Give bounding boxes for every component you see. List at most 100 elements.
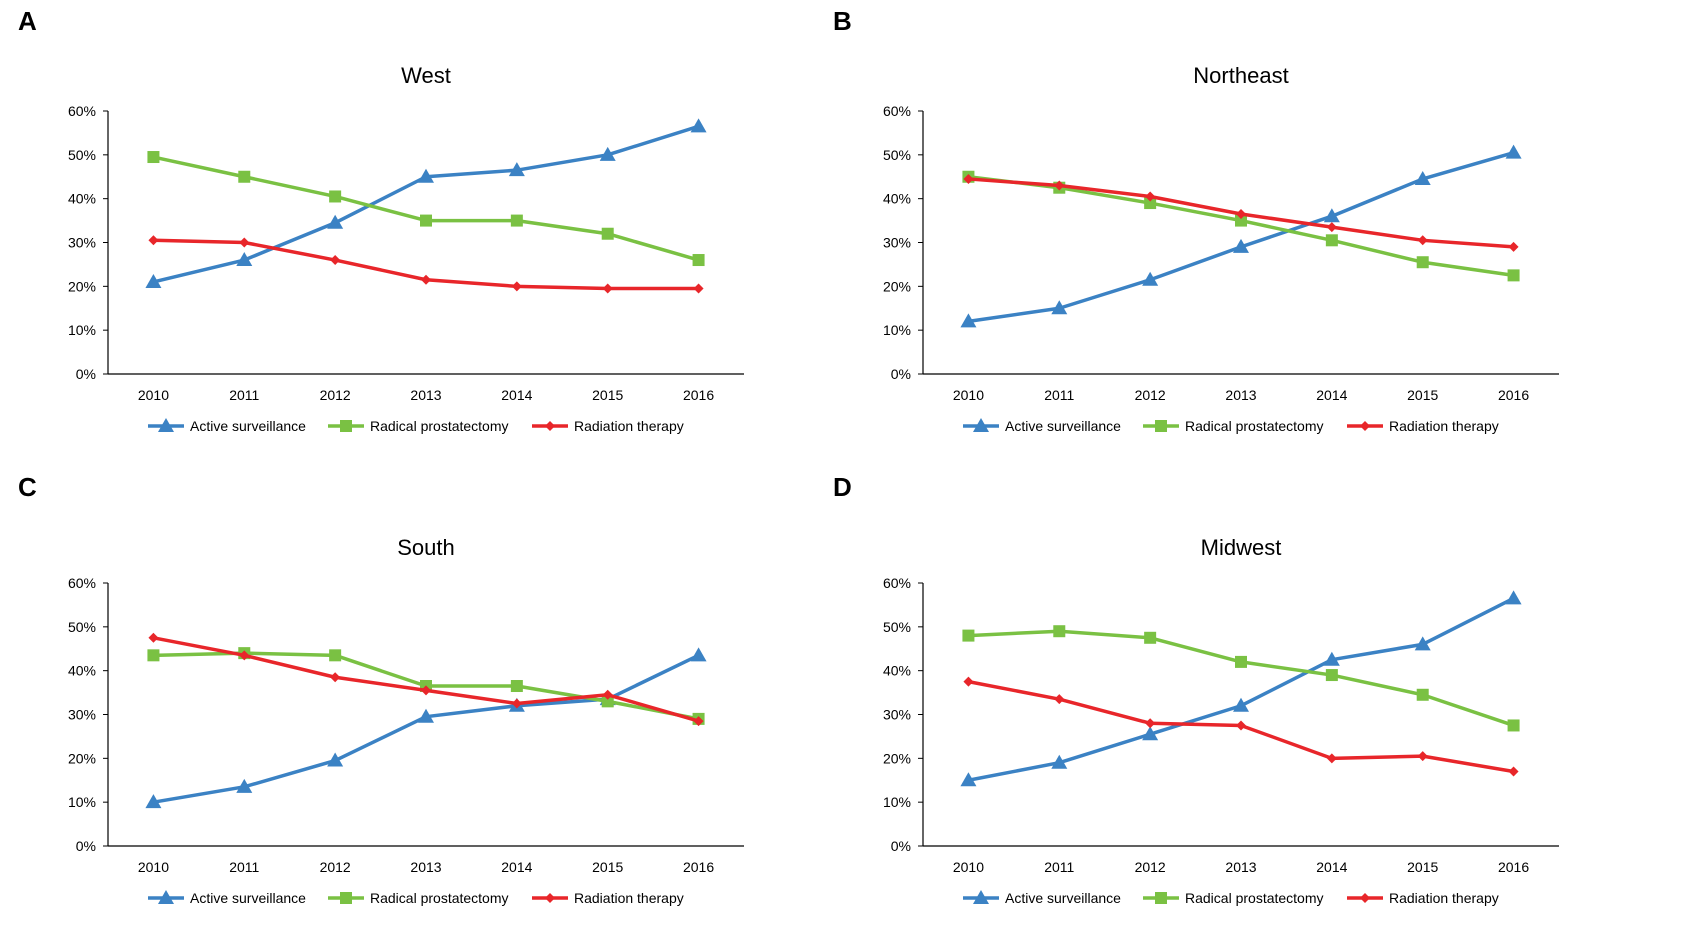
x-tick-label: 2011 — [1044, 387, 1074, 403]
series-line-radiation-therapy — [153, 636, 700, 723]
data-point-active-surveillance — [1233, 238, 1249, 253]
x-tick-label: 2014 — [1316, 387, 1347, 403]
data-point-active-surveillance — [1505, 144, 1522, 159]
data-point-radiation-therapy — [1417, 235, 1428, 246]
panel-label: D — [833, 472, 852, 502]
x-tick-label: 2015 — [1407, 859, 1438, 875]
x-tick-label: 2011 — [229, 387, 259, 403]
series-line-active-surveillance — [153, 124, 700, 284]
chart-south: South 0% 10% 20% 30% 40% 50% 60% 2010 2011 2012 201… — [68, 535, 744, 906]
legend-marker-active-surveillance — [973, 890, 989, 904]
data-point-radical-prostatectomy — [601, 227, 614, 240]
data-point-radiation-therapy — [1054, 694, 1065, 705]
data-point-radical-prostatectomy — [962, 629, 975, 642]
y-tick-label: 20% — [68, 278, 96, 294]
data-point-active-surveillance — [1414, 170, 1431, 185]
y-tick-label: 60% — [883, 103, 911, 119]
data-point-radical-prostatectomy — [1507, 719, 1520, 732]
data-point-radiation-therapy — [1508, 241, 1519, 252]
data-point-active-surveillance — [690, 118, 707, 133]
panel-c: C South 0% 10% 20% 30% 40% 50% 60% 2010 2011 2012 2… — [0, 472, 843, 942]
data-point-radiation-therapy — [1417, 751, 1428, 762]
y-tick-label: 0% — [891, 366, 911, 382]
data-point-radiation-therapy — [963, 676, 974, 687]
data-point-active-surveillance — [960, 313, 977, 328]
chart-west: West 0% 10% 20% 30% 40% 50% 60% 2010 2011 2012 2013… — [68, 63, 744, 434]
legend-marker-radiation-therapy — [1360, 421, 1370, 431]
data-point-radical-prostatectomy — [147, 649, 160, 662]
data-point-radical-prostatectomy — [238, 170, 251, 183]
y-tick-label: 50% — [883, 619, 911, 635]
data-point-radiation-therapy — [1236, 720, 1246, 731]
data-point-radiation-therapy — [511, 698, 522, 709]
y-tick-label: 40% — [883, 191, 911, 207]
data-point-active-surveillance — [960, 772, 977, 787]
legend-label: Radical prostatectomy — [370, 418, 509, 434]
data-point-active-surveillance — [1414, 636, 1431, 651]
y-tick-label: 30% — [68, 235, 96, 251]
data-point-radiation-therapy — [511, 281, 522, 292]
x-tick-label: 2011 — [1044, 859, 1074, 875]
data-point-radiation-therapy — [602, 689, 613, 700]
data-point-active-surveillance — [1505, 590, 1522, 605]
y-tick-label: 40% — [68, 663, 96, 679]
y-tick-label: 60% — [883, 575, 911, 591]
chart-title: South — [397, 535, 455, 560]
y-tick-label: 60% — [68, 575, 96, 591]
data-point-radical-prostatectomy — [420, 214, 432, 227]
data-point-active-surveillance — [690, 647, 707, 662]
legend-marker-radical-prostatectomy — [340, 420, 352, 432]
data-point-radiation-therapy — [1145, 718, 1156, 729]
data-point-radiation-therapy — [148, 235, 159, 246]
data-point-active-surveillance — [145, 794, 162, 809]
data-point-radical-prostatectomy — [1144, 631, 1157, 644]
y-tick-label: 10% — [68, 794, 96, 810]
y-tick-label: 30% — [883, 235, 911, 251]
x-tick-label: 2013 — [410, 859, 441, 875]
y-tick-label: 30% — [68, 707, 96, 723]
data-point-radiation-therapy — [421, 685, 431, 696]
x-tick-label: 2014 — [501, 387, 532, 403]
y-tick-label: 10% — [68, 322, 96, 338]
data-point-radiation-therapy — [693, 716, 704, 727]
y-tick-label: 50% — [68, 619, 96, 635]
legend-marker-radiation-therapy — [545, 421, 555, 431]
data-point-radical-prostatectomy — [1235, 655, 1247, 668]
data-point-radiation-therapy — [421, 274, 431, 285]
data-point-radiation-therapy — [1054, 180, 1065, 191]
data-point-radical-prostatectomy — [510, 214, 523, 227]
chart-northeast: Northeast 0% 10% 20% 30% 40% 50% 60% 2010 2011 201… — [883, 63, 1559, 434]
data-point-radiation-therapy — [1326, 222, 1337, 233]
panel-d: D Midwest 0% 10% 20% 30% 40% 50% 60% 2010 2011 201… — [815, 472, 1658, 942]
x-tick-label: 2012 — [1135, 387, 1166, 403]
data-point-active-surveillance — [236, 252, 253, 267]
legend-marker-active-surveillance — [973, 418, 989, 432]
x-tick-label: 2014 — [501, 859, 532, 875]
legend-marker-radiation-therapy — [1360, 893, 1370, 903]
legend-marker-active-surveillance — [158, 890, 174, 904]
panel-label: C — [18, 472, 37, 502]
x-tick-label: 2013 — [1225, 859, 1256, 875]
data-point-radical-prostatectomy — [1507, 269, 1520, 282]
chart-title: Northeast — [1193, 63, 1288, 88]
data-point-active-surveillance — [327, 752, 344, 767]
x-tick-label: 2014 — [1316, 859, 1347, 875]
x-tick-label: 2015 — [1407, 387, 1438, 403]
data-point-active-surveillance — [236, 778, 253, 793]
y-tick-label: 30% — [883, 707, 911, 723]
x-tick-label: 2013 — [410, 387, 441, 403]
data-point-active-surveillance — [145, 273, 162, 288]
data-point-radiation-therapy — [239, 650, 250, 661]
legend-marker-active-surveillance — [158, 418, 174, 432]
panel-label: B — [833, 6, 852, 36]
data-point-radiation-therapy — [693, 283, 704, 294]
data-point-radiation-therapy — [1326, 753, 1337, 764]
data-point-active-surveillance — [1051, 754, 1068, 769]
x-tick-label: 2016 — [1498, 859, 1529, 875]
x-tick-label: 2015 — [592, 387, 623, 403]
legend-label: Radiation therapy — [1389, 418, 1499, 434]
legend-label: Radiation therapy — [1389, 890, 1499, 906]
panel-a: A West 0% 10% 20% 30% 40% 50% 60% 2010 2011 2012 20… — [0, 0, 843, 470]
data-point-radiation-therapy — [148, 632, 159, 643]
data-point-radical-prostatectomy — [1416, 256, 1429, 269]
